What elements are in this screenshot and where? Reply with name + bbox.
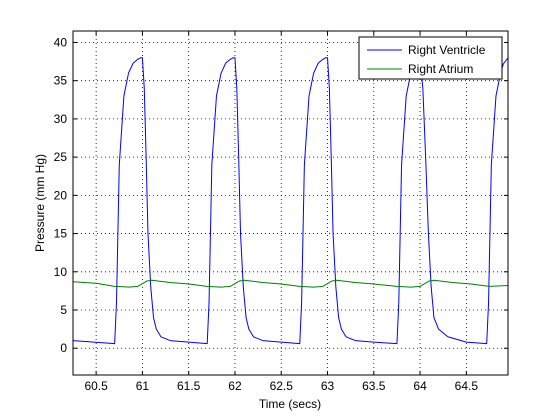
y-tick-label: 5 xyxy=(60,303,67,317)
x-axis-label: Time (secs) xyxy=(259,397,321,411)
tick-marks xyxy=(73,31,508,375)
x-tick-label: 60.5 xyxy=(84,379,108,393)
series-line-right-atrium xyxy=(73,279,508,288)
y-tick-label: 35 xyxy=(54,74,68,88)
y-axis-label: Pressure (mm Hg) xyxy=(33,154,47,252)
x-tick-label: 61 xyxy=(136,379,150,393)
plot-area xyxy=(73,31,508,375)
y-tick-label: 15 xyxy=(54,227,68,241)
x-tick-label: 64 xyxy=(413,379,427,393)
legend: Right Ventricle Right Atrium xyxy=(358,36,503,80)
x-tick-label: 63 xyxy=(321,379,335,393)
y-tick-label: 10 xyxy=(54,265,68,279)
y-tick-label: 0 xyxy=(60,341,67,355)
legend-label-right-atrium: Right Atrium xyxy=(408,62,473,76)
x-tick-label: 61.5 xyxy=(177,379,201,393)
y-tick-label: 40 xyxy=(54,35,68,49)
x-tick-labels: 60.5 61 61.5 62 62.5 63 63.5 64 64.5 xyxy=(84,379,478,393)
y-tick-label: 20 xyxy=(54,188,68,202)
x-tick-label: 64.5 xyxy=(455,379,479,393)
series-line-right-ventricle xyxy=(73,57,508,345)
x-tick-label: 62 xyxy=(228,379,242,393)
x-tick-label: 62.5 xyxy=(270,379,294,393)
y-tick-label: 30 xyxy=(54,112,68,126)
plot-frame xyxy=(72,30,509,376)
x-tick-label: 63.5 xyxy=(362,379,386,393)
legend-label-right-ventricle: Right Ventricle xyxy=(408,43,486,57)
y-tick-labels: 0 5 10 15 20 25 30 35 40 xyxy=(54,35,68,355)
legend-box xyxy=(358,36,503,80)
y-tick-label: 25 xyxy=(54,150,68,164)
series-layer xyxy=(73,57,508,345)
